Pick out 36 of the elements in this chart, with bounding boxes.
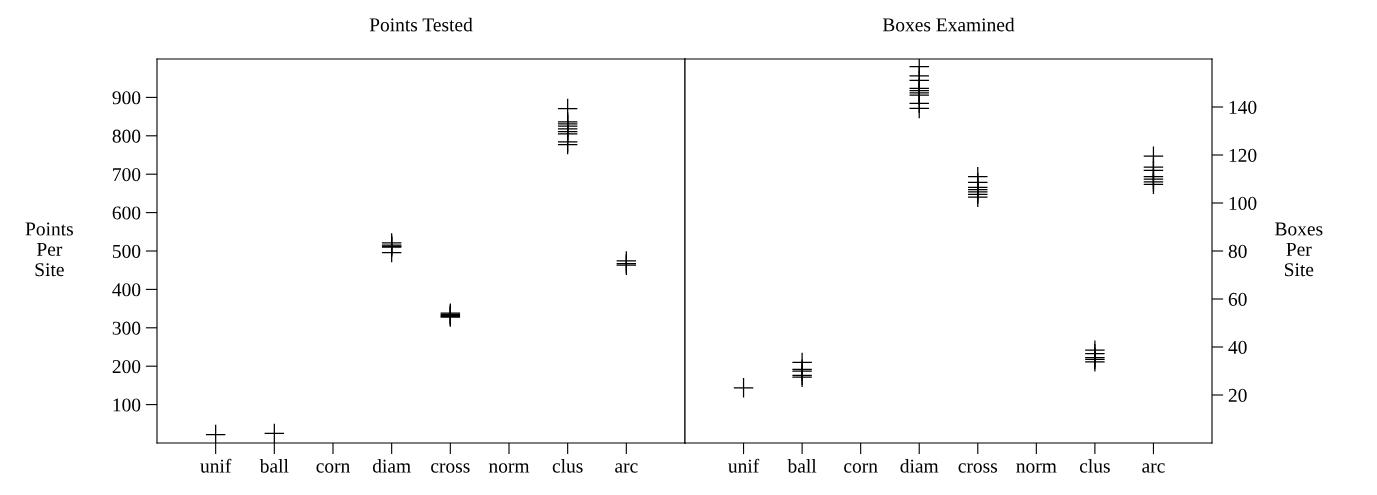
- y-tick-label: 500: [112, 244, 141, 258]
- x-tick-label: unif: [200, 458, 232, 473]
- x-tick-label: arc: [615, 463, 638, 473]
- y-tick-label: 300: [112, 321, 141, 335]
- y2-tick-label: 140: [1229, 100, 1257, 114]
- x-tick-label: norm: [1016, 463, 1057, 473]
- x-tick-label: clus: [1079, 458, 1110, 473]
- y-tick-label: 800: [112, 129, 141, 143]
- x-tick-label: ball: [259, 458, 289, 473]
- y-axis-title: Points Per Site: [25, 222, 73, 277]
- x-tick-label: norm: [488, 463, 530, 473]
- x-tick-label: diam: [372, 458, 411, 473]
- x-tick-label: cross: [958, 463, 998, 473]
- chart-title: Points Tested: [369, 17, 473, 32]
- y-tick-label: 900: [112, 91, 141, 105]
- x-tick-label: diam: [900, 458, 939, 473]
- y-tick-label: 100: [113, 398, 141, 412]
- y-tick-label: 200: [112, 360, 141, 374]
- y2-tick-label: 80: [1228, 244, 1247, 258]
- y2-tick-label: 40: [1228, 340, 1247, 354]
- y2-tick-label: 60: [1228, 292, 1247, 306]
- x-tick-label: cross: [431, 463, 470, 473]
- y2-tick-label: 100: [1229, 196, 1257, 210]
- chart-title: Boxes Examined: [882, 17, 1015, 32]
- x-tick-label: corn: [316, 463, 350, 473]
- y-tick-label: 400: [112, 283, 141, 297]
- y2-tick-label: 120: [1229, 148, 1257, 162]
- x-tick-label: unif: [728, 458, 760, 473]
- y-tick-label: 700: [113, 168, 141, 182]
- x-tick-label: corn: [844, 463, 878, 473]
- y-tick-label: 600: [112, 206, 141, 220]
- y2-tick-label: 20: [1228, 388, 1247, 402]
- y2-axis-title: Boxes Per Site: [1275, 222, 1323, 277]
- x-tick-label: ball: [787, 458, 817, 473]
- x-tick-label: arc: [1142, 463, 1165, 473]
- x-tick-label: clus: [552, 458, 583, 473]
